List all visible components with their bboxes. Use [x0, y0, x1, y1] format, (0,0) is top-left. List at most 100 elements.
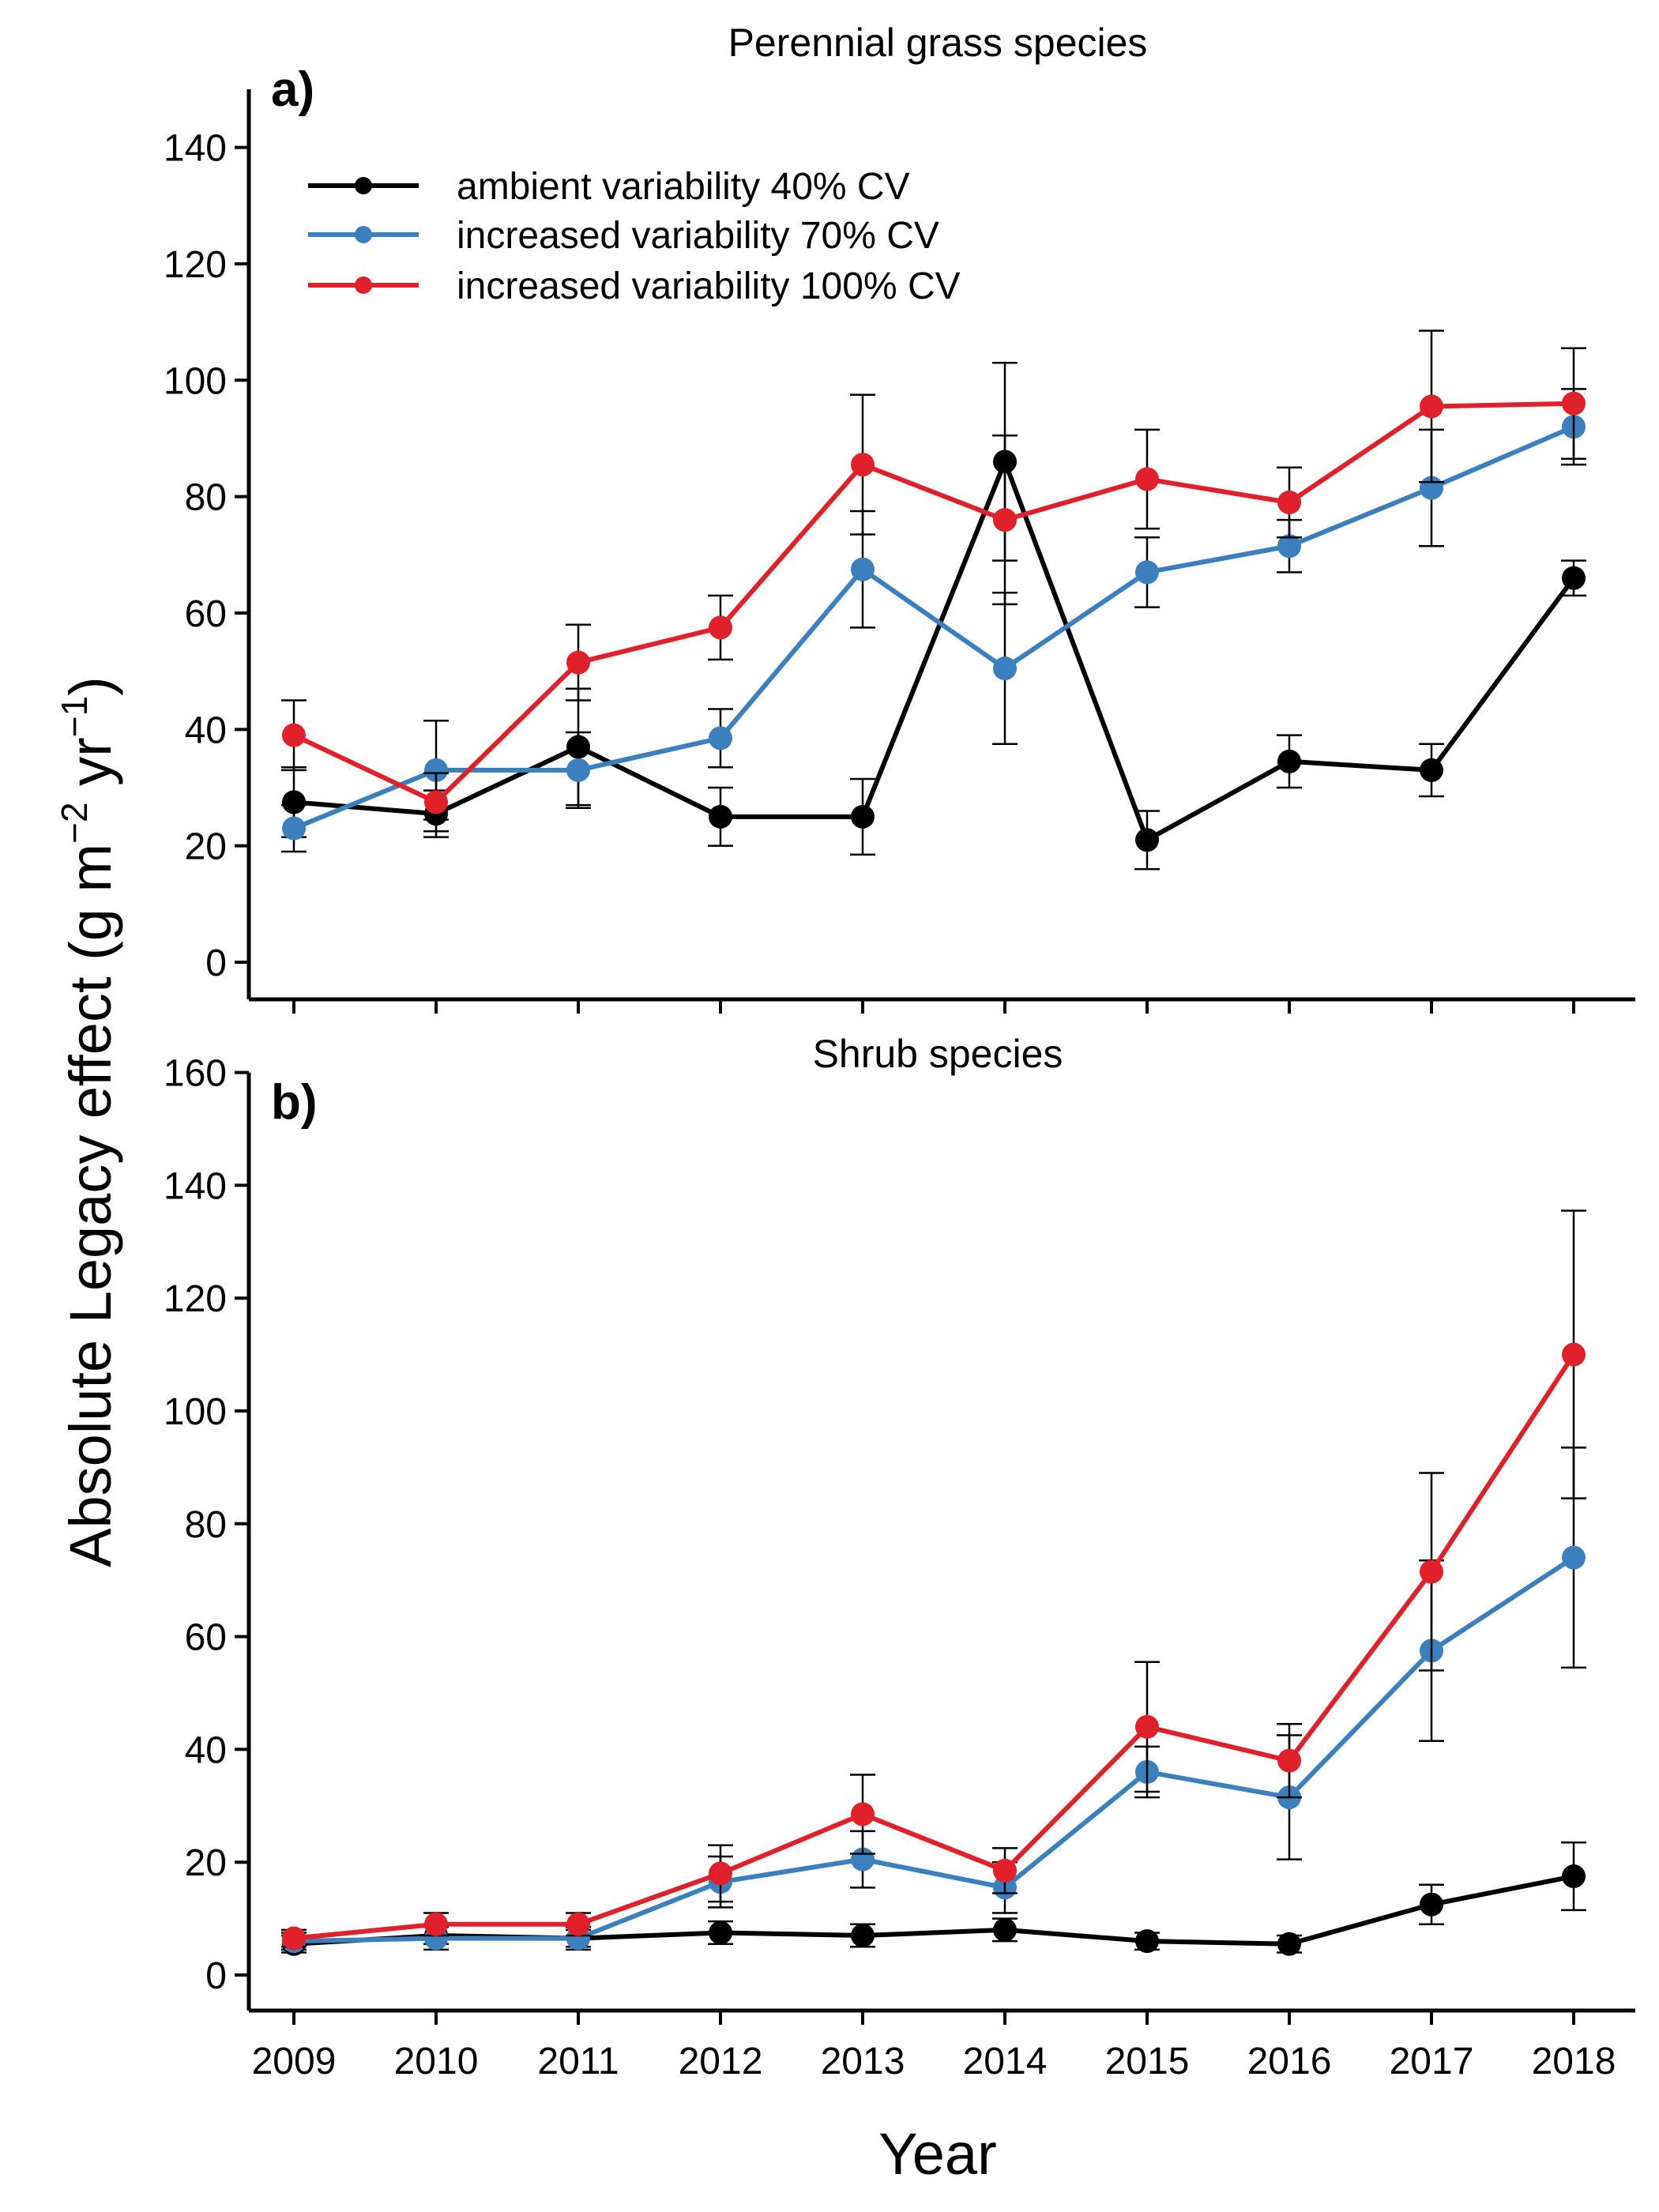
panel-b-point-ambient-variability-40-cv: [1135, 1929, 1159, 1954]
panel-a-line-ambient-variability-40-cv: [293, 459, 1576, 843]
panel-a-point-ambient-variability-40-cv: [851, 804, 875, 829]
panel-b-x-tick-label: 2009: [252, 2041, 337, 2082]
panel-b-line-ambient-variability-40-cv: [293, 1874, 1574, 1947]
panel-b-x-tick-label: 2011: [537, 2041, 619, 2082]
panel-b-point-increased-variability-70-cv: [1562, 1545, 1586, 1570]
panel-b-tag: b): [271, 1075, 318, 1130]
panel-b-x-tick-label: 2015: [1105, 2041, 1190, 2082]
panel-b-point-increased-variability-100-cv: [851, 1802, 875, 1826]
panel-a-point-ambient-variability-40-cv: [282, 790, 306, 814]
panel-b-point-ambient-variability-40-cv: [851, 1924, 875, 1948]
panel-b-y-tick-label: 20: [185, 1842, 227, 1884]
panel-a: Perennial grass species a) 0 20 40 60 80 100 1…: [164, 21, 1635, 1014]
panel-b-y-tick-label: 40: [185, 1729, 227, 1771]
panel-b-point-ambient-variability-40-cv: [993, 1917, 1017, 1942]
panel-b: Shrub species b) 0 20 40 60 80 100 120 140 160 20…: [164, 1032, 1635, 2082]
panel-a-point-increased-variability-70-cv: [993, 656, 1017, 680]
panel-a-series-increased-variability-70-cv: [281, 388, 1586, 853]
panel-a-tag: a): [271, 62, 314, 117]
panel-a-point-ambient-variability-40-cv: [1562, 566, 1586, 590]
legend-marker-ambient: [355, 177, 372, 194]
legend-label-70cv: increased variability 70% CV: [457, 215, 939, 257]
legend: ambient variability 40% CV increased var…: [308, 166, 961, 307]
panel-b-series-increased-variability-70-cv: [281, 1446, 1586, 1954]
panel-a-point-increased-variability-100-cv: [1562, 391, 1586, 416]
panel-b-point-increased-variability-100-cv: [993, 1858, 1017, 1883]
panel-b-series-increased-variability-100-cv: [281, 1209, 1586, 1951]
panel-a-point-increased-variability-100-cv: [282, 723, 306, 747]
panel-b-y-tick-label: 60: [185, 1617, 227, 1659]
panel-a-point-increased-variability-100-cv: [1135, 467, 1159, 491]
panel-b-plot: 0 20 40 60 80 100 120 140 160 2009 2010 2011 2012 201…: [164, 1053, 1635, 2082]
panel-a-title: Perennial grass species: [728, 21, 1148, 65]
panel-a-line-increased-variability-100-cv: [292, 401, 1574, 805]
panel-a-series-ambient-variability-40-cv: [281, 361, 1586, 871]
legend-marker-70cv: [355, 226, 372, 243]
y-axis-label: Absolute Legacy effect (g m−2 yr−1): [54, 676, 123, 1567]
panel-b-point-increased-variability-100-cv: [1562, 1342, 1586, 1367]
legend-item-ambient: ambient variability 40% CV: [308, 166, 910, 208]
panel-a-point-increased-variability-100-cv: [851, 453, 875, 477]
panel-b-x-tick-label: 2018: [1532, 2041, 1616, 2082]
panel-a-point-ambient-variability-40-cv: [709, 804, 732, 829]
panel-a-point-increased-variability-100-cv: [424, 790, 448, 814]
panel-a-point-increased-variability-100-cv: [1420, 394, 1443, 419]
panel-a-line-increased-variability-70-cv: [292, 424, 1575, 831]
panel-b-y-tick-label: 160: [164, 1053, 227, 1095]
panel-b-point-ambient-variability-40-cv: [1562, 1864, 1586, 1889]
legend-item-70cv: increased variability 70% CV: [308, 215, 939, 257]
panel-a-y-tick-label: 40: [185, 709, 227, 751]
panel-a-point-increased-variability-70-cv: [1135, 560, 1159, 585]
panel-b-title: Shrub species: [813, 1032, 1063, 1076]
panel-b-y-tick-label: 80: [185, 1504, 227, 1546]
panel-a-y-tick-label: 120: [164, 244, 227, 286]
panel-a-y-tick-label: 0: [205, 942, 227, 984]
panel-b-point-increased-variability-100-cv: [1135, 1714, 1159, 1739]
panel-a-point-increased-variability-100-cv: [566, 650, 590, 675]
panel-b-y-tick-label: 0: [205, 1955, 227, 1997]
panel-a-point-increased-variability-70-cv: [851, 557, 875, 581]
legend-marker-100cv: [355, 276, 372, 294]
legend-item-100cv: increased variability 100% CV: [308, 265, 961, 307]
panel-b-line-increased-variability-70-cv: [293, 1556, 1575, 1944]
panel-b-point-increased-variability-100-cv: [282, 1926, 306, 1951]
legend-label-ambient: ambient variability 40% CV: [457, 166, 910, 208]
panel-b-point-ambient-variability-40-cv: [709, 1920, 732, 1945]
panel-b-x-tick-label: 2017: [1390, 2041, 1474, 2082]
panel-a-point-increased-variability-70-cv: [709, 726, 732, 750]
panel-b-point-increased-variability-100-cv: [424, 1912, 448, 1936]
panel-a-y-tick-label: 100: [164, 360, 227, 402]
panel-a-y-tick-label: 80: [185, 477, 227, 519]
panel-b-x-tick-label: 2016: [1247, 2041, 1332, 2082]
panel-a-point-increased-variability-100-cv: [709, 615, 732, 640]
panel-b-point-ambient-variability-40-cv: [1420, 1892, 1443, 1917]
panel-b-line-increased-variability-100-cv: [293, 1352, 1576, 1941]
panel-b-x-tick-label: 2012: [679, 2041, 763, 2082]
panel-b-point-increased-variability-100-cv: [1420, 1559, 1443, 1584]
panel-a-plot: 0 20 40 60 80 100 120 140: [164, 88, 1635, 1014]
panel-a-y-tick-label: 60: [185, 593, 227, 635]
panel-a-series-increased-variability-100-cv: [281, 329, 1586, 833]
panel-a-point-increased-variability-70-cv: [424, 758, 448, 782]
panel-b-point-increased-variability-100-cv: [1277, 1748, 1301, 1773]
panel-a-point-ambient-variability-40-cv: [1420, 758, 1443, 782]
panel-a-y-tick-label: 140: [164, 128, 227, 170]
panel-b-x-tick-label: 2010: [394, 2041, 479, 2082]
panel-a-point-increased-variability-100-cv: [993, 508, 1017, 532]
panel-b-point-ambient-variability-40-cv: [1277, 1932, 1301, 1956]
panel-b-x-tick-label: 2013: [821, 2041, 905, 2082]
panel-a-point-increased-variability-70-cv: [566, 758, 590, 782]
panel-b-point-increased-variability-100-cv: [566, 1912, 590, 1936]
panel-a-point-increased-variability-70-cv: [282, 816, 306, 841]
panel-b-y-tick-label: 140: [164, 1165, 227, 1207]
legend-label-100cv: increased variability 100% CV: [457, 265, 961, 307]
panel-b-y-tick-label: 100: [164, 1391, 227, 1433]
panel-a-point-ambient-variability-40-cv: [1135, 828, 1159, 852]
panel-b-y-tick-label: 120: [164, 1278, 227, 1320]
x-axis-label: Year: [878, 2121, 997, 2187]
panel-a-point-increased-variability-70-cv: [1277, 534, 1301, 559]
panel-b-x-tick-label: 2014: [963, 2041, 1048, 2082]
panel-a-point-increased-variability-100-cv: [1277, 491, 1301, 515]
panel-a-y-tick-label: 20: [185, 826, 227, 868]
